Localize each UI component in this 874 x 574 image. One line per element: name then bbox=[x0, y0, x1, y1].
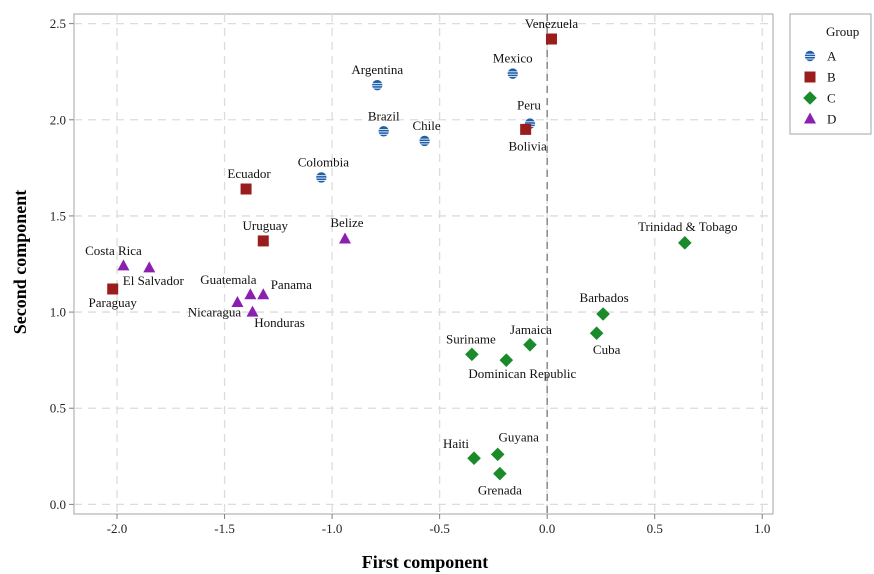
axis-ticks: -2.0 -1.5 -1.0 -0.5 0.0 0.5 1.0 0.0 0.5 1.0 1.5 2.0… bbox=[50, 16, 771, 536]
legend-label-c: C bbox=[827, 91, 836, 106]
label-chile: Chile bbox=[412, 118, 440, 133]
label-suriname: Suriname bbox=[446, 331, 496, 346]
point-panama bbox=[257, 288, 270, 300]
label-bolivia: Bolivia bbox=[509, 138, 548, 153]
point-costa-rica bbox=[117, 259, 130, 271]
point-dominican-republic bbox=[499, 353, 514, 367]
legend-label-b: B bbox=[827, 70, 836, 85]
point-trinidad-tobago bbox=[678, 236, 692, 250]
label-paraguay: Paraguay bbox=[89, 295, 138, 310]
y-tick-label: 0.0 bbox=[50, 497, 66, 512]
legend-marker-a bbox=[804, 50, 816, 62]
label-peru: Peru bbox=[517, 98, 541, 113]
label-barbados: Barbados bbox=[580, 290, 629, 305]
label-jamaica: Jamaica bbox=[510, 322, 552, 337]
point-bolivia bbox=[520, 123, 532, 135]
y-tick-label: 1.0 bbox=[50, 305, 66, 320]
point-guatemala bbox=[244, 288, 257, 300]
point-colombia bbox=[315, 171, 328, 184]
point-jamaica bbox=[523, 337, 537, 352]
point-cuba bbox=[589, 326, 604, 341]
label-honduras: Honduras bbox=[254, 315, 305, 330]
legend-title: Group bbox=[826, 24, 859, 39]
label-brazil: Brazil bbox=[368, 108, 400, 123]
label-cuba: Cuba bbox=[593, 342, 621, 357]
x-tick-label: 0.0 bbox=[539, 521, 555, 536]
point-grenada bbox=[493, 466, 507, 481]
point-haiti bbox=[467, 451, 481, 466]
point-paraguay bbox=[107, 283, 119, 295]
x-tick-label: -1.0 bbox=[322, 521, 343, 536]
label-panama: Panama bbox=[271, 277, 312, 292]
point-el-salvador bbox=[143, 261, 156, 273]
legend-label-a: A bbox=[827, 49, 837, 64]
data-points bbox=[107, 33, 692, 481]
label-guyana: Guyana bbox=[498, 429, 539, 444]
x-tick-label: -1.5 bbox=[214, 521, 235, 536]
point-suriname bbox=[465, 347, 479, 362]
label-argentina: Argentina bbox=[351, 62, 403, 77]
point-belize bbox=[338, 232, 351, 244]
label-trinidad-tobago: Trinidad & Tobago bbox=[638, 219, 738, 234]
y-tick-label: 2.5 bbox=[50, 16, 66, 31]
point-honduras bbox=[246, 305, 259, 317]
point-venezuela bbox=[545, 33, 557, 45]
point-nicaragua bbox=[231, 295, 244, 307]
point-guyana bbox=[490, 447, 505, 462]
label-grenada: Grenada bbox=[478, 483, 522, 498]
point-labels: Argentina Mexico Brazil Chile Peru Colombia Ve… bbox=[85, 16, 737, 498]
label-nicaragua: Nicaragua bbox=[188, 304, 242, 319]
y-tick-label: 0.5 bbox=[50, 401, 66, 416]
label-ecuador: Ecuador bbox=[227, 166, 271, 181]
point-mexico bbox=[506, 67, 519, 80]
label-uruguay: Uruguay bbox=[243, 218, 289, 233]
point-brazil bbox=[377, 125, 390, 138]
label-costa-rica: Costa Rica bbox=[85, 243, 142, 258]
point-chile bbox=[418, 135, 431, 147]
grid-lines bbox=[74, 14, 773, 514]
label-mexico: Mexico bbox=[493, 51, 533, 66]
label-venezuela: Venezuela bbox=[525, 16, 579, 31]
point-uruguay bbox=[257, 235, 269, 247]
label-guatemala: Guatemala bbox=[200, 272, 257, 287]
x-tick-label: 1.0 bbox=[754, 521, 770, 536]
point-argentina bbox=[371, 79, 384, 91]
y-tick-label: 1.5 bbox=[50, 208, 66, 223]
legend-box bbox=[789, 13, 872, 135]
point-barbados bbox=[596, 307, 610, 321]
point-ecuador bbox=[240, 183, 252, 195]
label-haiti: Haiti bbox=[443, 436, 469, 451]
legend-marker-d bbox=[804, 112, 816, 124]
x-tick-label: -0.5 bbox=[429, 521, 450, 536]
legend-marker-b bbox=[804, 71, 816, 83]
label-el-salvador: El Salvador bbox=[123, 273, 185, 288]
label-dominican-republic: Dominican Republic bbox=[468, 366, 576, 381]
label-colombia: Colombia bbox=[298, 154, 350, 169]
legend-label-d: D bbox=[827, 112, 836, 127]
x-tick-label: 0.5 bbox=[647, 521, 663, 536]
y-axis-title: Second component bbox=[10, 190, 30, 335]
legend-marker-c bbox=[803, 91, 817, 105]
x-tick-label: -2.0 bbox=[107, 521, 128, 536]
label-belize: Belize bbox=[330, 215, 363, 230]
x-axis-title: First component bbox=[362, 552, 488, 572]
plot-frame bbox=[73, 13, 774, 515]
y-tick-label: 2.0 bbox=[50, 112, 66, 127]
